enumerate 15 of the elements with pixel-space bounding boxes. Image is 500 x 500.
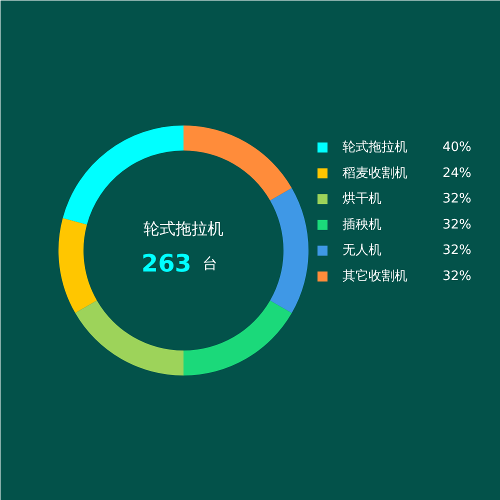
data-label: 40% [442, 140, 472, 155]
data-label: 32% [442, 269, 472, 284]
legend-label: 烘干机 [342, 192, 382, 207]
text: 263 [141, 250, 192, 278]
text: 轮式拖拉机 [144, 219, 224, 238]
data-label: 32% [442, 192, 472, 207]
data-label: 32% [442, 243, 472, 258]
text: 台 [202, 254, 218, 272]
legend-label: 稻麦收割机 [342, 166, 408, 181]
legend-label: 无人机 [342, 243, 382, 258]
legend-label: 插秧机 [342, 217, 382, 232]
legend-label: 轮式拖拉机 [342, 140, 408, 155]
data-label: 24% [442, 166, 472, 181]
legend-label: 其它收割机 [342, 268, 408, 284]
data-label: 32% [442, 217, 472, 232]
